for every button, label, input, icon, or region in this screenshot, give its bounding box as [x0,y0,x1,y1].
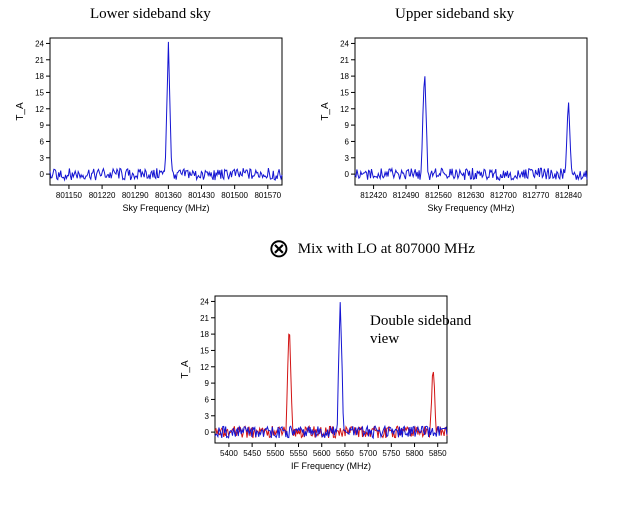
mix-annotation: ⊗ Mix with LO at 807000 MHz [268,236,475,262]
svg-text:812630: 812630 [458,191,485,200]
svg-text:IF Frequency (MHz): IF Frequency (MHz) [291,461,371,471]
svg-text:5550: 5550 [290,449,308,458]
svg-text:0: 0 [205,428,210,437]
svg-text:21: 21 [35,56,44,65]
svg-text:5850: 5850 [429,449,447,458]
svg-text:12: 12 [340,105,349,114]
svg-text:801150: 801150 [56,191,83,200]
svg-text:5800: 5800 [406,449,424,458]
mix-text: Mix with LO at 807000 MHz [298,241,475,258]
svg-text:812420: 812420 [360,191,387,200]
svg-text:6: 6 [345,137,350,146]
panel-b-title: Upper sideband sky [395,6,514,23]
svg-text:812840: 812840 [555,191,582,200]
svg-text:6: 6 [205,395,210,404]
svg-text:Sky Frequency (MHz): Sky Frequency (MHz) [427,203,514,213]
svg-text:801430: 801430 [188,191,215,200]
svg-text:15: 15 [35,88,44,97]
svg-text:5650: 5650 [336,449,354,458]
svg-text:6: 6 [40,137,45,146]
svg-text:5450: 5450 [243,449,261,458]
svg-text:0: 0 [345,170,350,179]
svg-text:15: 15 [200,346,209,355]
otimes-icon: ⊗ [268,236,290,262]
svg-text:21: 21 [200,314,209,323]
svg-text:9: 9 [345,121,350,130]
svg-text:5400: 5400 [220,449,238,458]
svg-text:9: 9 [205,379,210,388]
svg-text:12: 12 [200,363,209,372]
svg-text:5500: 5500 [266,449,284,458]
svg-text:801500: 801500 [221,191,248,200]
svg-text:T_A: T_A [15,102,26,121]
svg-text:Sky Frequency (MHz): Sky Frequency (MHz) [122,203,209,213]
svg-text:12: 12 [35,105,44,114]
svg-text:3: 3 [40,154,45,163]
svg-text:5700: 5700 [359,449,377,458]
svg-text:5600: 5600 [313,449,331,458]
svg-text:801360: 801360 [155,191,182,200]
svg-text:0: 0 [40,170,45,179]
svg-text:T_A: T_A [320,102,331,121]
svg-text:24: 24 [35,39,44,48]
svg-text:812560: 812560 [425,191,452,200]
svg-text:24: 24 [200,297,209,306]
svg-text:801290: 801290 [122,191,149,200]
svg-text:24: 24 [340,39,349,48]
panel-b: 0 3 6 9 12 15 18 21 24 T_A 812420 812490 812560 81263… [315,28,595,223]
svg-text:812490: 812490 [393,191,420,200]
svg-text:18: 18 [35,72,44,81]
svg-text:18: 18 [200,330,209,339]
panel-a-title: Lower sideband sky [90,6,211,23]
svg-text:3: 3 [345,154,350,163]
svg-text:21: 21 [340,56,349,65]
svg-text:801570: 801570 [254,191,281,200]
svg-text:812770: 812770 [523,191,550,200]
panel-a: 0 3 6 9 12 15 18 21 24 T_A 801150 801220 801290 80136… [10,28,290,223]
svg-text:812700: 812700 [490,191,517,200]
panel-c-label: Double sideband view [370,312,471,348]
svg-text:801220: 801220 [89,191,116,200]
svg-text:5750: 5750 [382,449,400,458]
svg-text:T_A: T_A [180,360,191,379]
svg-text:9: 9 [40,121,45,130]
svg-text:18: 18 [340,72,349,81]
svg-text:15: 15 [340,88,349,97]
svg-text:3: 3 [205,412,210,421]
